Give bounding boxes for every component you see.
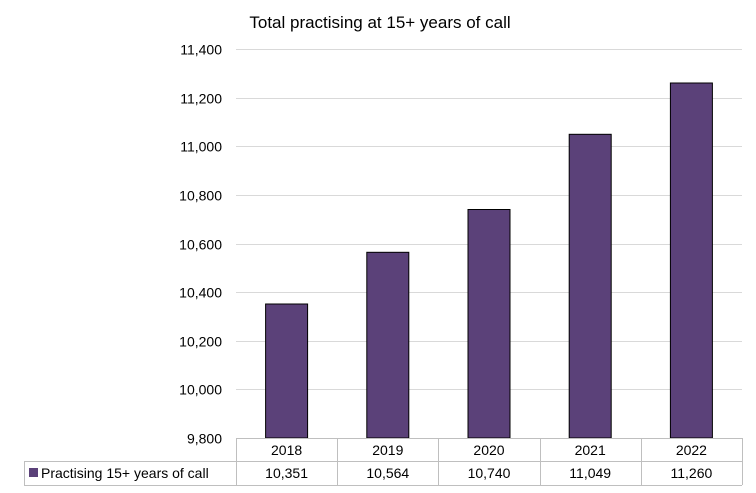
x-tick-label: 2022	[676, 442, 707, 458]
bars	[265, 82, 713, 439]
y-tick-label: 10,000	[179, 382, 222, 398]
data-label: 11,049	[569, 465, 611, 481]
bar-2021	[568, 133, 612, 439]
x-tick-label: 2021	[575, 442, 606, 458]
bar-2019	[366, 251, 410, 439]
bar-2022	[669, 82, 713, 439]
x-tick-label: 2018	[271, 442, 302, 458]
legend-label: Practising 15+ years of call	[41, 465, 209, 481]
chart-title: Total practising at 15+ years of call	[249, 13, 510, 32]
data-label: 10,564	[366, 465, 409, 481]
x-tick-label: 2019	[372, 442, 403, 458]
y-tick-label: 10,600	[179, 237, 222, 253]
data-table: 2018 10,351 2019 10,564 2020 10,740 2021 11,049…	[24, 438, 743, 486]
x-tick-label: 2020	[473, 442, 504, 458]
bar-2018	[265, 303, 309, 439]
y-axis: 9,800 10,000 10,200 10,400 10,600 10,800 11,00…	[179, 42, 222, 447]
data-label: 11,260	[671, 465, 713, 481]
legend-swatch	[29, 468, 38, 477]
y-tick-label: 10,400	[179, 285, 222, 301]
y-tick-label: 11,200	[180, 91, 222, 107]
data-label: 10,351	[265, 465, 308, 481]
y-tick-label: 9,800	[187, 431, 222, 447]
y-tick-label: 10,800	[179, 188, 222, 204]
y-tick-label: 11,400	[180, 42, 222, 58]
data-label: 10,740	[468, 465, 511, 481]
y-tick-label: 11,000	[180, 139, 222, 155]
y-tick-label: 10,200	[179, 334, 222, 350]
bar-2020	[467, 209, 511, 439]
